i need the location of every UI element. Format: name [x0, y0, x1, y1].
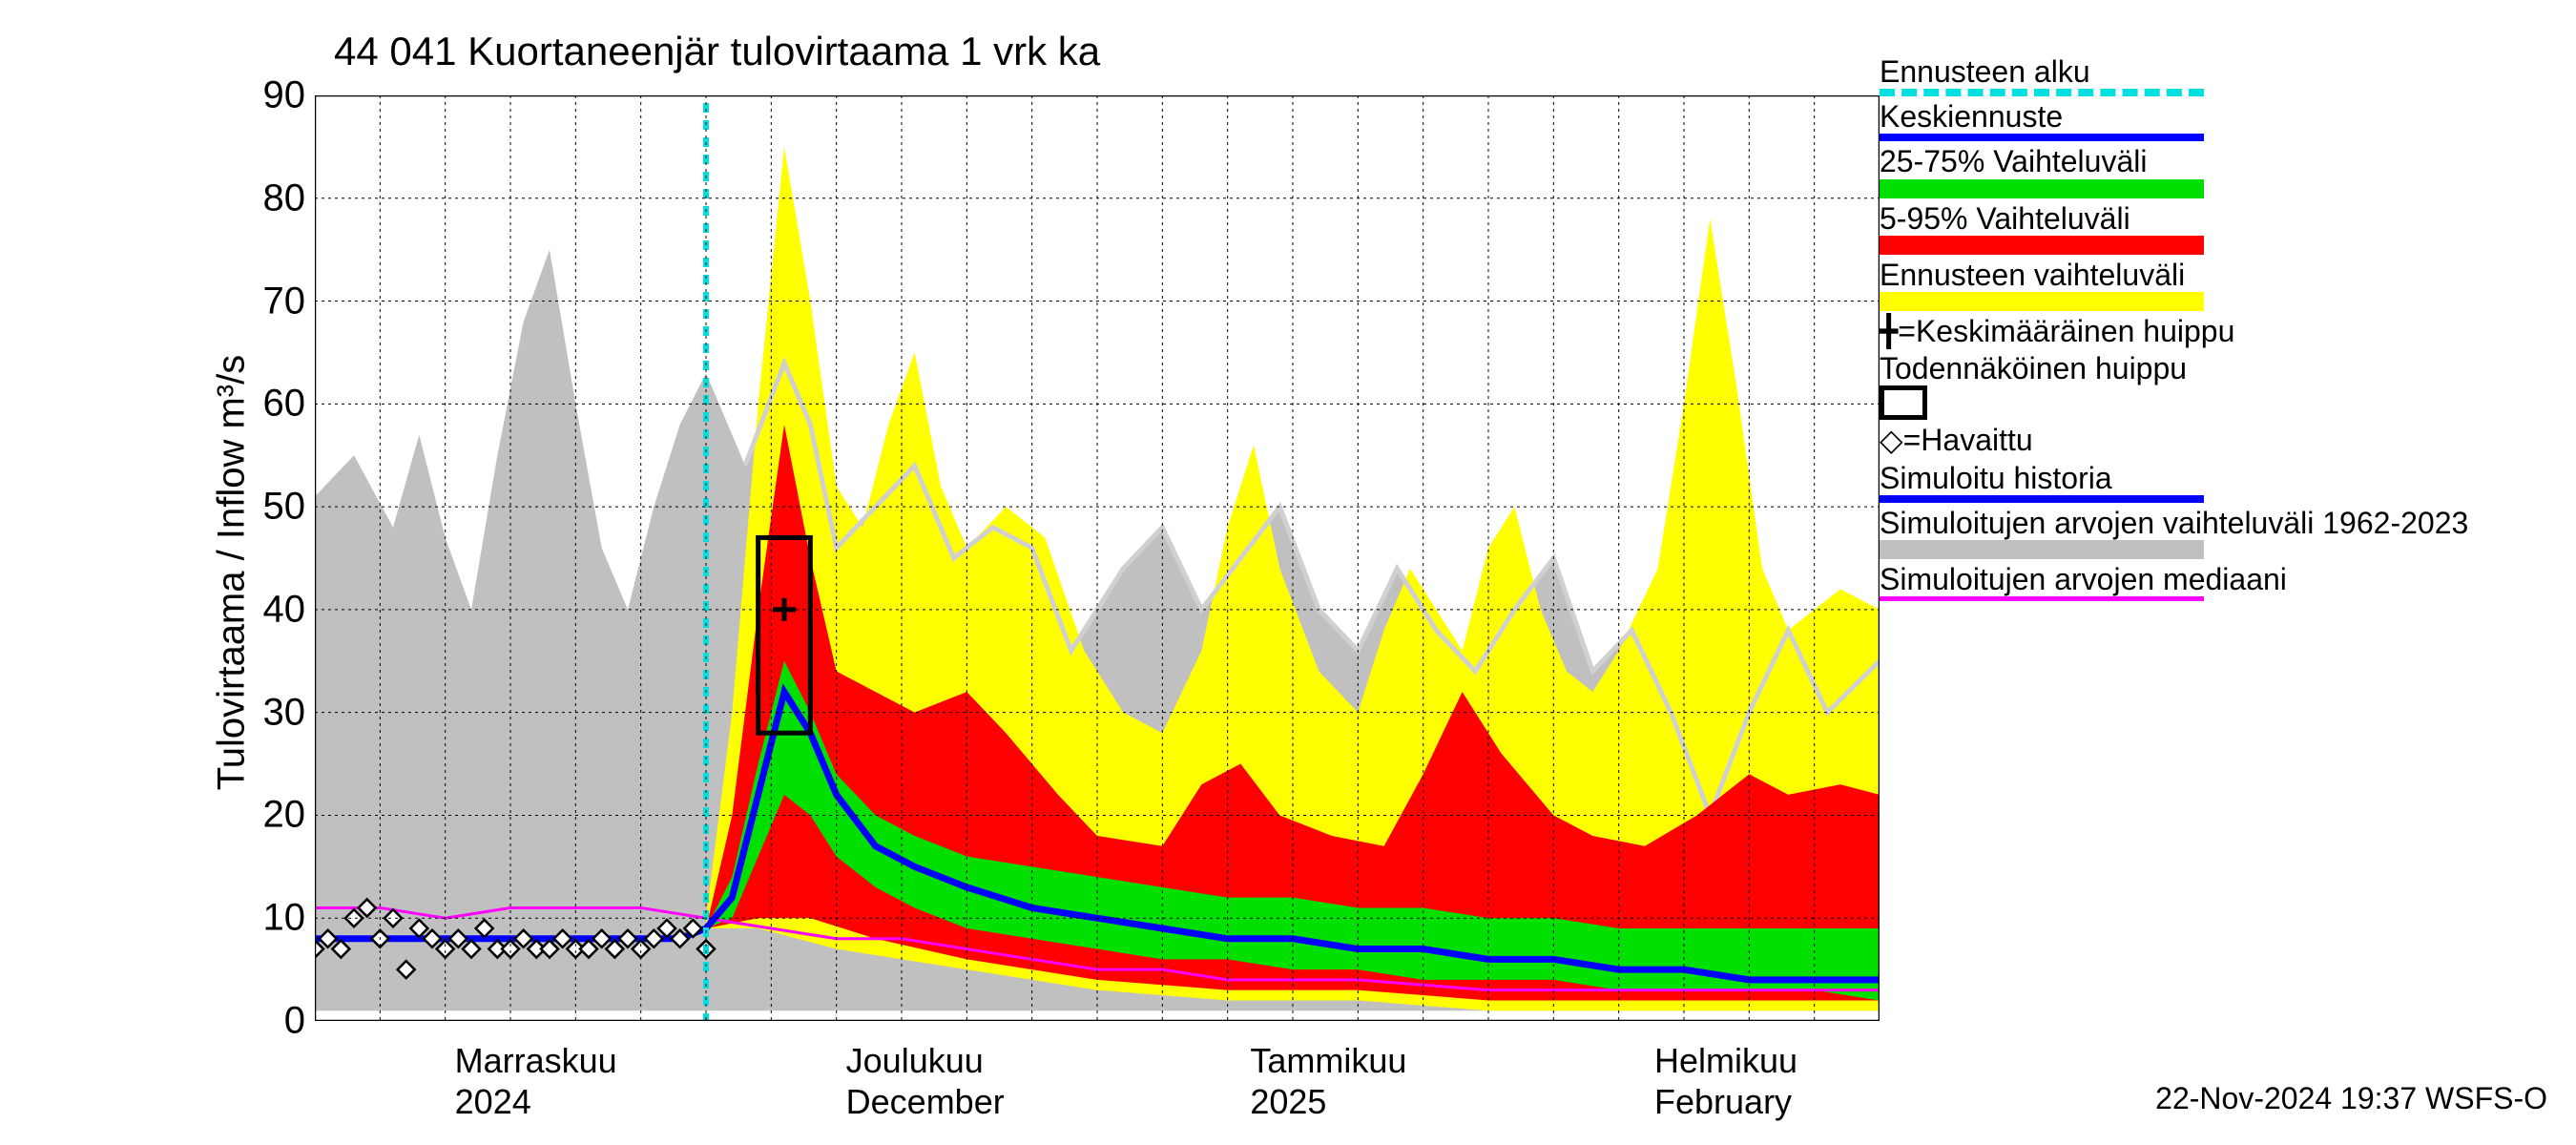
y-tick-label: 80 — [263, 177, 306, 219]
legend-item: Ennusteen vaihteluväli — [1880, 259, 2566, 311]
legend-swatch — [1880, 179, 2204, 198]
legend-item: Simuloitujen arvojen vaihteluväli 1962-2… — [1880, 507, 2566, 559]
legend-swatch — [1880, 495, 2204, 503]
legend-label: Simuloitujen arvojen mediaani — [1880, 563, 2566, 596]
legend-swatch — [1880, 89, 2204, 96]
y-tick-label: 60 — [263, 383, 306, 426]
legend-item: ◇=Havaittu — [1880, 424, 2566, 457]
legend-label: Simuloitujen arvojen vaihteluväli 1962-2… — [1880, 507, 2566, 540]
y-tick-label: 70 — [263, 280, 306, 323]
y-tick-label: 10 — [263, 897, 306, 940]
legend-item: Todennäköinen huippu — [1880, 352, 2566, 420]
legend-label: ╋=Keskimääräinen huippu — [1880, 315, 2566, 348]
hydrograph-figure: 44 041 Kuortaneenjär tulovirtaama 1 vrk … — [0, 0, 2576, 1145]
legend-swatch — [1880, 134, 2204, 141]
legend-label: 25-75% Vaihteluväli — [1880, 145, 2566, 178]
y-tick-label: 0 — [284, 1000, 305, 1043]
legend-label: 5-95% Vaihteluväli — [1880, 202, 2566, 236]
legend-item: Keskiennuste — [1880, 100, 2566, 141]
y-tick-label: 90 — [263, 74, 306, 117]
y-tick-label: 20 — [263, 794, 306, 837]
legend-label: Keskiennuste — [1880, 100, 2566, 134]
legend-item: 25-75% Vaihteluväli — [1880, 145, 2566, 198]
y-tick-label: 30 — [263, 691, 306, 734]
y-tick-label: 50 — [263, 486, 306, 529]
legend-item: 5-95% Vaihteluväli — [1880, 202, 2566, 255]
legend-label: Todennäköinen huippu — [1880, 352, 2566, 385]
legend-item: Ennusteen alku — [1880, 55, 2566, 96]
legend-swatch — [1880, 596, 2204, 601]
chart-title: 44 041 Kuortaneenjär tulovirtaama 1 vrk … — [334, 29, 1100, 74]
legend-label: Ennusteen alku — [1880, 55, 2566, 89]
legend-swatch — [1880, 236, 2204, 255]
legend-label: Simuloitu historia — [1880, 462, 2566, 495]
footer-timestamp: 22-Nov-2024 19:37 WSFS-O — [2155, 1081, 2547, 1116]
x-month-label: Marraskuu2024 — [455, 1040, 617, 1122]
plot-area — [315, 95, 1880, 1021]
legend-swatch — [1880, 540, 2204, 559]
legend-label: Ennusteen vaihteluväli — [1880, 259, 2566, 292]
legend-item: Simuloitujen arvojen mediaani — [1880, 563, 2566, 601]
legend-item: ╋=Keskimääräinen huippu — [1880, 315, 2566, 348]
x-month-label: HelmikuuFebruary — [1654, 1040, 1797, 1122]
legend: Ennusteen alku Keskiennuste 25-75% Vaihtel… — [1880, 55, 2566, 605]
y-tick-label: 40 — [263, 588, 306, 631]
legend-swatch — [1880, 385, 1927, 420]
x-month-label: Tammikuu2025 — [1250, 1040, 1406, 1122]
x-month-label: JoulukuuDecember — [846, 1040, 1005, 1122]
y-axis-label: Tulovirtaama / Inflow m³/s — [211, 355, 254, 790]
legend-item: Simuloitu historia — [1880, 462, 2566, 503]
legend-swatch — [1880, 292, 2204, 311]
legend-label: ◇=Havaittu — [1880, 424, 2566, 457]
